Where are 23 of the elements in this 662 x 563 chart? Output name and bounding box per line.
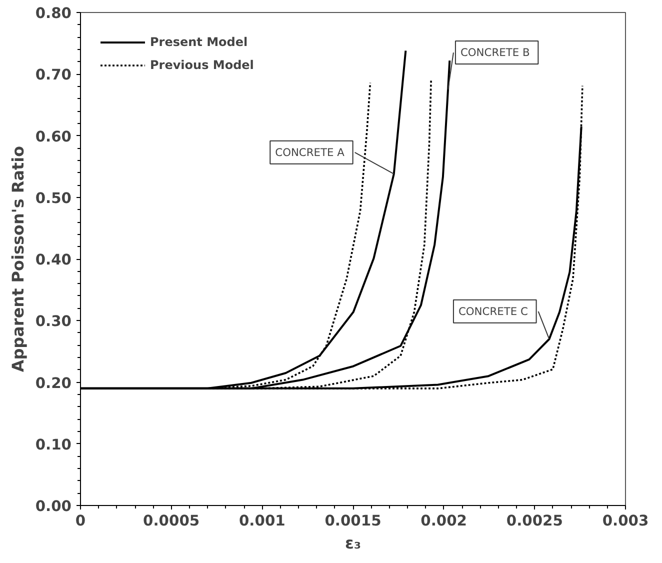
y-axis-title: Apparent Poisson's Ratio xyxy=(8,146,28,372)
y-tick-label: 0.50 xyxy=(35,190,72,207)
x-tick-label: 0 xyxy=(75,512,86,530)
y-tick-label: 0.20 xyxy=(35,374,72,392)
x-tick-label: 0.0015 xyxy=(324,512,382,530)
annotation: CONCRETE C xyxy=(458,304,528,318)
legend-label: Previous Model xyxy=(150,58,254,72)
x-tick-label: 0.0025 xyxy=(506,512,563,530)
x-axis-title: ε₃ xyxy=(345,534,361,552)
y-tick-label: 0.30 xyxy=(35,313,72,330)
y-tick-label: 0.80 xyxy=(35,5,72,22)
y-tick-label: 0.70 xyxy=(35,66,72,84)
y-tick-label: 0.40 xyxy=(35,252,72,268)
x-tick-label: 0.002 xyxy=(420,512,468,530)
x-tick-label: 0.0005 xyxy=(143,512,200,530)
annotation: CONCRETE B xyxy=(460,46,530,60)
y-tick-label: 0.00 xyxy=(35,498,72,515)
annotation: CONCRETE A xyxy=(275,146,346,159)
y-tick-label: 0.10 xyxy=(35,436,72,454)
legend-label: Present Model xyxy=(150,35,248,49)
y-tick-label: 0.60 xyxy=(35,128,72,146)
x-tick-label: 0.001 xyxy=(238,512,286,530)
x-tick-label: 0.003 xyxy=(602,512,649,530)
